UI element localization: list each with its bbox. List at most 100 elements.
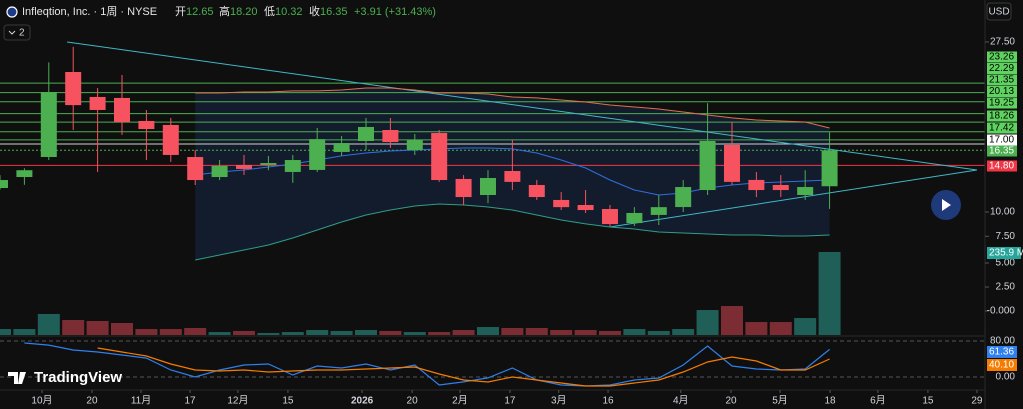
x-tick-label: 6月	[870, 395, 886, 407]
price-badge	[987, 160, 1017, 172]
volume-tick-label: 5.00	[996, 258, 1016, 269]
band-line	[195, 87, 830, 129]
volume-bar	[525, 327, 548, 335]
indicator-toggle[interactable]	[3, 24, 31, 41]
x-tick-label: 17	[504, 396, 516, 407]
change: +3.91 (+31.43%)	[354, 6, 436, 18]
price-badge-label: 22.29	[989, 63, 1014, 74]
volume-bar	[257, 332, 280, 335]
x-tick-label: 20	[725, 396, 737, 407]
price-badge	[987, 51, 1017, 63]
candle-body	[821, 150, 838, 187]
volume-bar	[598, 330, 621, 335]
candle-body	[309, 139, 326, 170]
volume-badge-label: 235.9 M	[989, 248, 1023, 259]
volume-bar	[330, 330, 353, 335]
candle-body	[382, 129, 399, 143]
logo: TradingView	[34, 369, 122, 386]
x-tick-label: 15	[922, 396, 934, 407]
x-tick-label: 2月	[452, 395, 468, 407]
currency: USD	[988, 7, 1009, 18]
x-tick-label: 29	[971, 396, 983, 407]
price-badge-label: 17.00	[989, 135, 1014, 146]
osc-badge	[987, 359, 1017, 371]
price-badge	[987, 97, 1017, 109]
candle-body	[431, 133, 448, 181]
x-tick-label: 4月	[673, 395, 689, 407]
volume-badge	[987, 247, 1021, 259]
x-tick-label: 17	[185, 396, 197, 407]
candle-body	[406, 140, 423, 151]
volume-bar	[159, 329, 182, 335]
currency-button[interactable]	[986, 2, 1012, 21]
price-badge	[987, 74, 1017, 86]
x-tick-label: 5月	[772, 395, 788, 407]
logo-mark	[8, 372, 26, 384]
volume-bar	[135, 329, 158, 335]
price-badge	[987, 145, 1017, 157]
candle-body	[455, 178, 472, 198]
volume-bar	[769, 322, 792, 335]
y-tick-label: 27.50	[990, 37, 1015, 48]
chevron	[8, 30, 16, 35]
price-badge	[987, 86, 1017, 97]
candle-body	[626, 212, 643, 224]
candle-body	[699, 140, 716, 191]
volume-bar	[0, 329, 11, 335]
play-icon	[942, 199, 951, 211]
volume-bar	[208, 332, 231, 335]
x-tick-label: 10月	[31, 395, 52, 407]
volume-bar	[720, 306, 743, 335]
price-badge-label: 23.26	[989, 52, 1014, 63]
candle-body	[723, 144, 740, 182]
candle-body	[479, 177, 496, 195]
high-label: 高	[219, 4, 230, 18]
volume-bar	[37, 313, 60, 335]
candle-body	[260, 163, 277, 165]
x-tick-label: 16	[602, 396, 614, 407]
candle-body	[772, 184, 789, 191]
candle-body	[16, 170, 33, 178]
price-badge	[987, 134, 1017, 146]
open-value: 12.65	[186, 6, 214, 18]
candle-body	[357, 126, 374, 141]
close-value: 16.35	[320, 6, 348, 18]
candle-body	[187, 157, 204, 181]
osc-badge-label: 61.36	[989, 347, 1014, 358]
osc-tick-label: 0.00	[996, 372, 1016, 383]
trendline	[609, 169, 978, 228]
price-badge-label: 19.25	[989, 98, 1014, 109]
trendline	[67, 41, 978, 171]
candle-body	[162, 124, 179, 155]
volume-bar	[647, 330, 670, 335]
x-tick-label: 20	[86, 396, 98, 407]
osc-tick-label: 80.00	[990, 336, 1015, 347]
candle-body	[504, 170, 521, 182]
band-line	[195, 203, 830, 261]
osc-badge-label: 40.10	[989, 360, 1014, 371]
price-badge-label: 17.42	[989, 123, 1014, 134]
x-tick-label: 20	[407, 396, 419, 407]
x-tick-label: 18	[825, 396, 837, 407]
volume-bar	[745, 322, 768, 335]
y-tick-label: 10.00	[990, 207, 1015, 218]
volume-bar	[62, 320, 85, 335]
candle-body	[650, 207, 667, 215]
candle-body	[235, 164, 252, 169]
volume-bar	[13, 329, 36, 335]
low-label: 低	[264, 5, 275, 18]
price-badge	[987, 122, 1017, 134]
low-value: 10.32	[275, 6, 303, 18]
x-tick-label: 3月	[551, 395, 567, 407]
volume-bar	[672, 329, 695, 335]
osc-badge	[987, 346, 1017, 358]
volume-tick-label: 2.50	[996, 282, 1016, 293]
volume-bar	[452, 330, 475, 335]
volume-bar	[550, 330, 573, 335]
indicator-count: 2	[19, 28, 25, 39]
high-value: 18.20	[230, 6, 258, 18]
candle-body	[113, 97, 130, 123]
x-tick-label: 12月	[227, 395, 248, 407]
candle-body	[0, 180, 8, 189]
